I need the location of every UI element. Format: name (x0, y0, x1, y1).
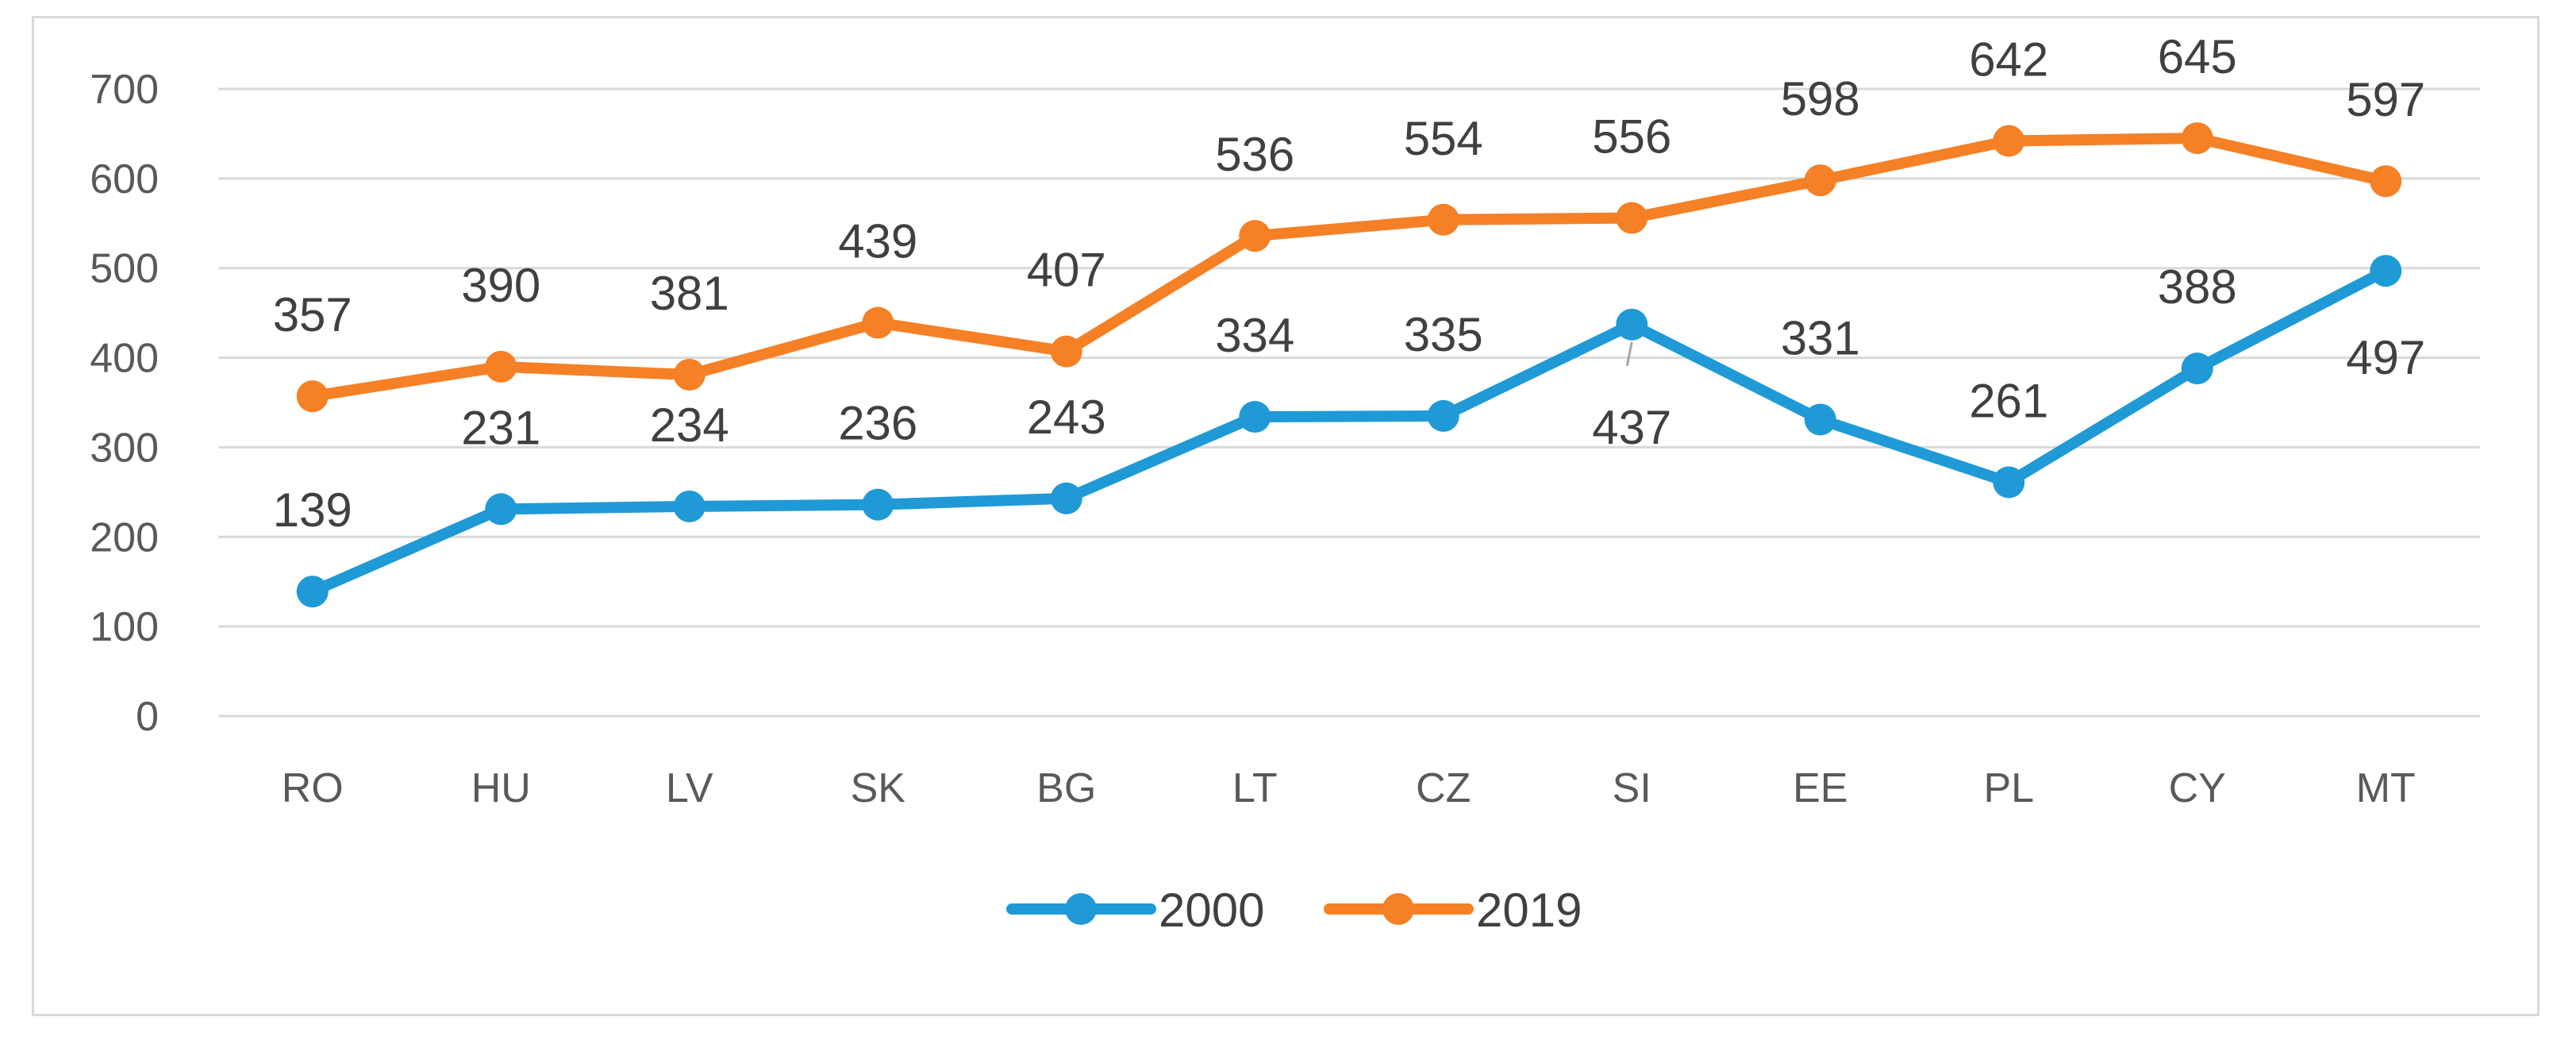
x-tick-label-pl: PL (1983, 765, 2034, 811)
marker-2019-ro (296, 380, 329, 413)
marker-2019-pl (1993, 125, 2025, 157)
x-tick-label-ro: RO (282, 765, 344, 811)
x-tick-label-cz: CZ (1416, 765, 1471, 811)
legend-marker-2019 (1382, 893, 1414, 925)
marker-2019-bg (1050, 335, 1082, 368)
data-label-2019-cz: 554 (1404, 112, 1483, 165)
marker-2019-cy (2181, 122, 2213, 155)
y-tick-label-500: 500 (90, 246, 159, 292)
marker-2000-hu (485, 493, 517, 526)
marker-2000-si (1616, 308, 1648, 341)
data-label-2019-ro: 357 (273, 288, 352, 341)
x-tick-label-si: SI (1613, 765, 1651, 811)
series-group (296, 122, 2402, 608)
marker-2000-sk (862, 488, 894, 521)
series-line-2019 (306, 133, 2392, 403)
data-label-2019-hu: 390 (461, 259, 540, 312)
y-tick-label-100: 100 (90, 604, 159, 650)
data-label-2000-cz: 335 (1404, 308, 1483, 361)
marker-2019-lv (673, 359, 706, 391)
marker-2000-bg (1050, 482, 1082, 514)
y-tick-label-700: 700 (90, 67, 159, 113)
data-label-2000-si: 437 (1592, 401, 1671, 454)
marker-2019-hu (485, 350, 517, 383)
y-tick-label-600: 600 (90, 156, 159, 202)
x-tick-label-lv: LV (666, 765, 713, 811)
y-tick-label-0: 0 (136, 694, 159, 740)
marker-2019-mt (2370, 165, 2402, 198)
data-label-2000-ee: 331 (1781, 311, 1860, 364)
data-label-2019-lt: 536 (1215, 128, 1294, 181)
marker-2000-lv (673, 490, 706, 522)
marker-2000-lt (1239, 401, 1271, 433)
marker-2000-pl (1993, 466, 2025, 499)
y-axis: 0 100 200 300 400 500 600 700 (90, 67, 159, 740)
x-tick-label-bg: BG (1036, 765, 1096, 811)
marker-2019-lt (1239, 220, 1271, 252)
data-label-2019-pl: 642 (1969, 33, 2048, 86)
series-line-2000 (306, 265, 2392, 598)
y-tick-label-300: 300 (90, 425, 159, 471)
x-tick-label-mt: MT (2356, 765, 2416, 811)
data-label-2019-lv: 381 (650, 267, 729, 320)
data-label-2019-cy: 645 (2158, 30, 2237, 83)
x-tick-label-ee: EE (1793, 765, 1847, 811)
data-label-2000-lv: 234 (650, 399, 729, 452)
data-label-2000-mt: 497 (2346, 331, 2425, 384)
data-label-2019-sk: 439 (838, 215, 917, 268)
data-label-2019-mt: 597 (2346, 73, 2425, 126)
chart-frame (32, 16, 2539, 1016)
marker-2019-sk (862, 306, 894, 339)
marker-2000-mt (2370, 255, 2402, 287)
marker-2000-ee (1804, 403, 1836, 436)
legend-label-2019: 2019 (1476, 884, 1582, 937)
data-label-2000-cy: 388 (2158, 260, 2237, 314)
x-tick-label-cy: CY (2169, 765, 2226, 811)
marker-2000-cy (2181, 352, 2213, 385)
x-axis: RO HU LV SK BG LT CZ SI EE PL CY MT (282, 765, 2416, 811)
marker-2000-cz (1427, 399, 1459, 432)
legend-label-2000: 2000 (1159, 884, 1264, 937)
x-tick-label-lt: LT (1232, 765, 1278, 811)
leader-line-2000-si (1625, 341, 1633, 367)
y-tick-label-200: 200 (90, 514, 159, 560)
data-label-2019-si: 556 (1592, 110, 1671, 164)
legend-marker-2000 (1065, 893, 1097, 925)
marker-2019-ee (1804, 164, 1836, 197)
data-label-2000-pl: 261 (1969, 374, 2048, 427)
marker-2000-ro (296, 576, 329, 608)
gridlines (218, 87, 2480, 718)
legend: 2000 2019 (1006, 884, 1582, 937)
data-label-2000-lt: 334 (1215, 309, 1294, 362)
y-tick-label-400: 400 (90, 336, 159, 382)
x-tick-label-sk: SK (851, 765, 906, 811)
data-label-2000-hu: 231 (461, 401, 540, 454)
data-label-2000-sk: 236 (838, 397, 917, 450)
data-label-2019-bg: 407 (1027, 244, 1106, 297)
data-label-2019-ee: 598 (1781, 72, 1860, 125)
data-label-2000-ro: 139 (273, 483, 352, 537)
x-tick-label-hu: HU (471, 765, 531, 811)
data-labels: 139 231 234 236 243 334 335 437 331 261 388 497 357 3… (273, 30, 2426, 537)
marker-2019-si (1616, 202, 1648, 234)
data-label-2000-bg: 243 (1027, 391, 1106, 444)
marker-2019-cz (1427, 203, 1459, 236)
